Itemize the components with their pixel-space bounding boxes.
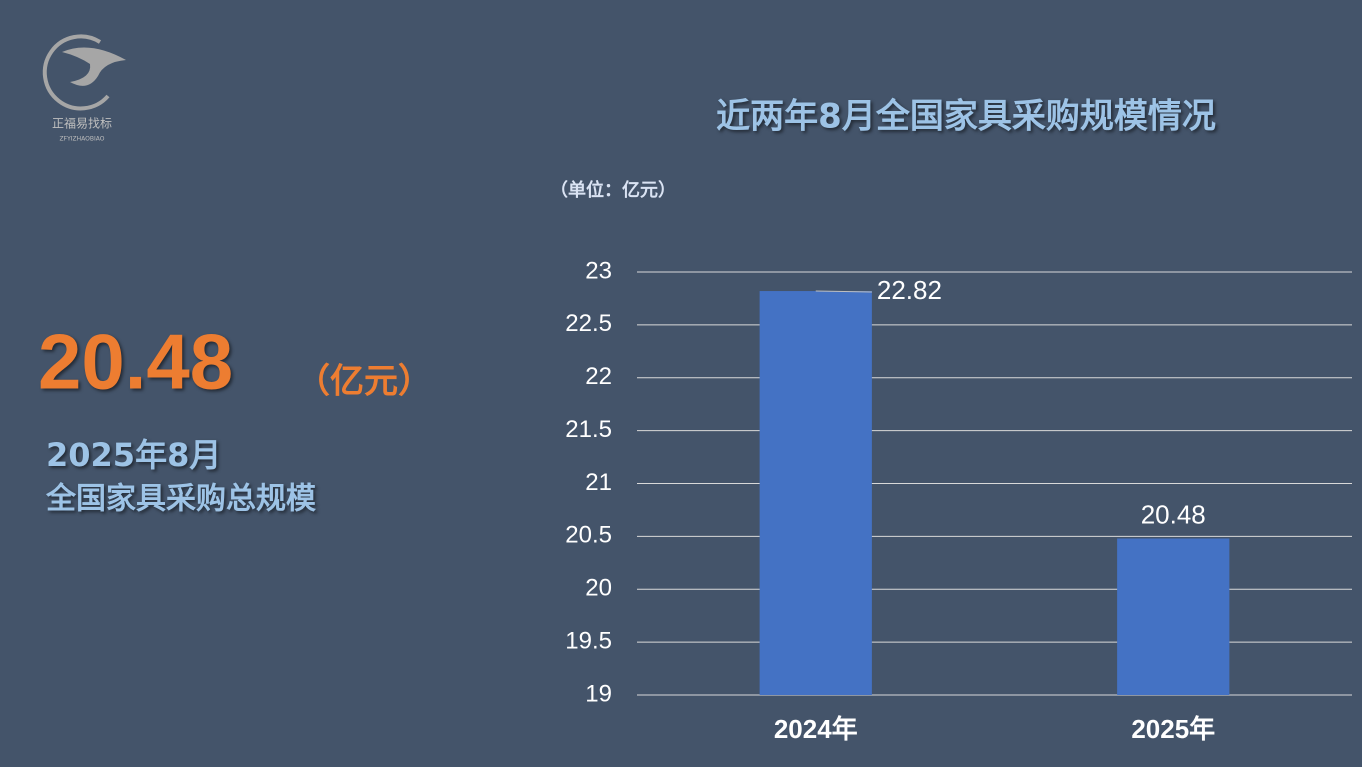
highlight-value: 20.48 [38, 318, 233, 406]
y-tick-label: 21.5 [565, 416, 612, 443]
highlight-caption: 2025年8月 [46, 436, 221, 474]
y-tick-label: 22 [585, 363, 612, 390]
x-tick-label: 2024年 [774, 714, 858, 744]
logo-bird [62, 47, 126, 86]
bar [759, 291, 872, 695]
y-tick-label: 21 [585, 469, 612, 496]
y-tick-label: 19 [585, 680, 612, 707]
bar [1117, 538, 1230, 695]
y-tick-label: 20 [585, 575, 612, 602]
y-tick-label: 23 [585, 257, 612, 284]
logo-name-en: ZFYIZHAOBIAO [60, 136, 105, 143]
y-tick-label: 20.5 [565, 522, 612, 549]
logo-ring [42, 34, 110, 111]
highlight-unit: （亿元） [296, 362, 432, 402]
y-tick-label: 19.5 [565, 627, 612, 654]
x-tick-label: 2025年 [1131, 714, 1215, 744]
logo: 正福易找标 ZFYIZHAOBIAO [42, 34, 126, 143]
logo-name: 正福易找标 [52, 116, 112, 131]
highlight-caption: 全国家具采购总规模 [45, 482, 316, 517]
y-tick-label: 22.5 [565, 310, 612, 337]
leader-line [815, 290, 872, 293]
chart-title: 近两年8月全国家具采购规模情况 [716, 97, 1216, 137]
value-label: 22.82 [877, 275, 942, 305]
value-label: 20.48 [1141, 499, 1206, 529]
chart-subtitle: （单位：亿元） [550, 179, 676, 201]
